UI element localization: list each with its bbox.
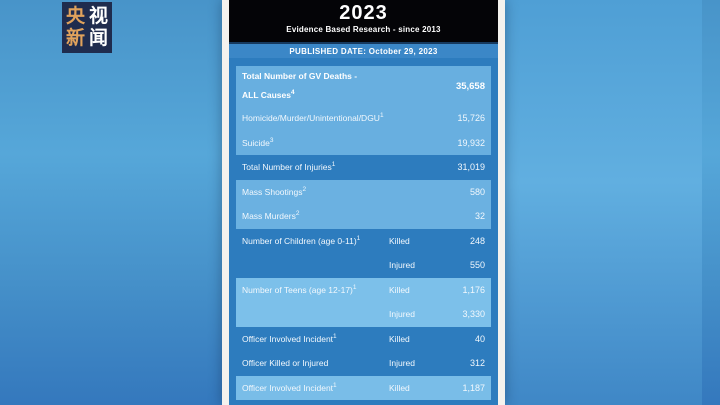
row-value: 15,726 bbox=[457, 113, 485, 124]
table-row: Injured 3,330 bbox=[236, 302, 491, 327]
table-row: Mass Shootings2 580 bbox=[236, 179, 491, 204]
row-value: 580 bbox=[469, 186, 485, 197]
row-casualty-type: Killed bbox=[389, 284, 410, 295]
row-value: 31,019 bbox=[457, 162, 485, 173]
table-row: Total Number of Injuries1 31,019 bbox=[236, 155, 491, 180]
table-row: Total Number of GV Deaths - ALL Causes4 35… bbox=[236, 66, 491, 106]
row-label: Number of Children (age 0-11)1 bbox=[242, 234, 361, 246]
row-value: 32 bbox=[474, 211, 485, 222]
row-label: Officer Involved Incident1 bbox=[242, 332, 337, 344]
row-casualty-type: Killed bbox=[389, 382, 410, 393]
row-label: Suicide3 bbox=[242, 136, 274, 148]
row-value: 3,330 bbox=[462, 309, 485, 320]
stats-table: Total Number of GV Deaths - ALL Causes4 35… bbox=[229, 58, 498, 405]
row-value: 35,658 bbox=[455, 80, 485, 92]
published-date-bar: PUBLISHED DATE: October 29, 2023 bbox=[229, 42, 498, 58]
cctv-news-logo: 央 视 新 闻 bbox=[62, 2, 112, 53]
row-casualty-type: Killed bbox=[389, 235, 410, 246]
statistics-flyer-card: 2023 Evidence Based Research - since 201… bbox=[222, 0, 505, 405]
row-value: 1,187 bbox=[462, 382, 485, 393]
logo-char-yang: 央 bbox=[65, 5, 85, 27]
logo-char-shi: 视 bbox=[88, 5, 108, 27]
row-label: Number of Teens (age 12-17)1 bbox=[242, 283, 357, 295]
table-row: Injured 550 bbox=[236, 253, 491, 278]
table-row: Homicide/Murder/Unintentional/DGU1 15,726 bbox=[236, 106, 491, 131]
row-label: Officer Killed or Injured bbox=[242, 358, 329, 369]
flyer-header: 2023 Evidence Based Research - since 201… bbox=[229, 0, 498, 42]
row-casualty-type: Injured bbox=[389, 309, 415, 320]
row-label: Homicide/Murder/Unintentional/DGU1 bbox=[242, 112, 384, 124]
logo-char-xin: 新 bbox=[65, 28, 85, 50]
table-row: Suicide3 19,932 bbox=[236, 130, 491, 155]
table-row: Officer Involved Incident1 Killed 1,187 bbox=[236, 375, 491, 400]
row-label: Officer Involved Incident1 bbox=[242, 381, 337, 393]
table-row: Mass Murders2 32 bbox=[236, 204, 491, 229]
flyer-subtitle: Evidence Based Research - since 2013 bbox=[286, 25, 441, 34]
row-label: Total Number of Injuries1 bbox=[242, 161, 336, 173]
row-value: 312 bbox=[469, 358, 485, 369]
row-value: 19,932 bbox=[457, 137, 485, 148]
row-casualty-type: Killed bbox=[389, 333, 410, 344]
logo-char-wen: 闻 bbox=[88, 28, 108, 50]
table-row: Officer Involved Incident1 Killed 40 bbox=[236, 327, 491, 352]
published-date-text: PUBLISHED DATE: October 29, 2023 bbox=[289, 46, 438, 56]
row-label: Mass Murders2 bbox=[242, 210, 300, 222]
row-casualty-type: Injured bbox=[389, 260, 415, 271]
row-label: Mass Shootings2 bbox=[242, 185, 307, 197]
row-value: 40 bbox=[474, 333, 485, 344]
row-value: 248 bbox=[469, 235, 485, 246]
table-row: Number of Children (age 0-11)1 Killed 248 bbox=[236, 229, 491, 254]
row-casualty-type: Injured bbox=[389, 358, 415, 369]
table-row: Officer Killed or Injured Injured 312 bbox=[236, 351, 491, 376]
background-right-panel bbox=[503, 0, 702, 405]
flyer-year: 2023 bbox=[339, 2, 388, 24]
row-label: Total Number of GV Deaths - ALL Causes4 bbox=[242, 71, 358, 100]
table-row: Number of Teens (age 12-17)1 Killed 1,176 bbox=[236, 277, 491, 302]
row-value: 1,176 bbox=[462, 284, 485, 295]
row-value: 550 bbox=[469, 260, 485, 271]
